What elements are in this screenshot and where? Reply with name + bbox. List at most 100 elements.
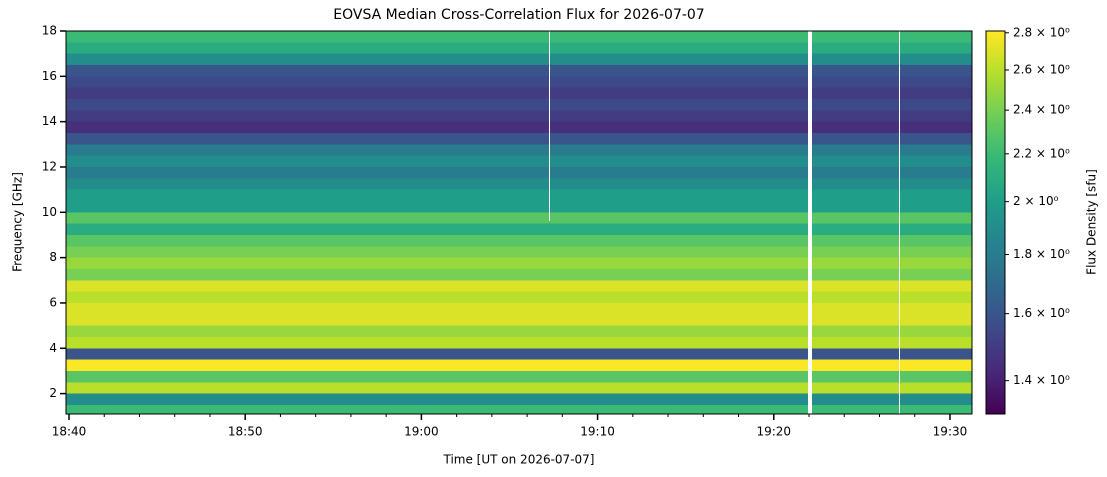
colorbar-segment — [986, 113, 1005, 118]
colorbar-segment — [986, 177, 1005, 182]
colorbar-segment — [986, 267, 1005, 271]
colorbar-segment — [986, 129, 1005, 134]
colorbar-segment — [986, 91, 1005, 96]
x-tick-label: 19:00 — [404, 425, 439, 439]
colorbar-segment — [986, 101, 1005, 105]
heatmap-cell — [66, 393, 972, 405]
colorbar-segment — [986, 369, 1005, 374]
colorbar-segment — [986, 225, 1005, 230]
colorbar-segment — [986, 251, 1005, 255]
colorbar-segment — [986, 34, 1005, 38]
colorbar-segment — [986, 107, 1005, 112]
heatmap-cell — [66, 98, 972, 111]
heatmap-cell — [66, 246, 972, 258]
colorbar-tick-label: 2.6 × 10⁰ — [1013, 62, 1070, 76]
colorbar-segment — [986, 46, 1005, 51]
colorbar-segment — [986, 244, 1005, 249]
colorbar-segment — [986, 209, 1005, 214]
colorbar-segment — [986, 181, 1005, 185]
colorbar-segment — [986, 289, 1005, 294]
colorbar-segment — [986, 66, 1005, 70]
colorbar-segment — [986, 184, 1005, 188]
colorbar-segment — [986, 174, 1005, 179]
colorbar-segment — [986, 388, 1005, 393]
heatmap-cell — [66, 336, 972, 349]
colorbar-tick-label: 2.8 × 10⁰ — [1013, 25, 1070, 39]
colorbar-segment — [986, 254, 1005, 259]
colorbar-tick-label: 1.4 × 10⁰ — [1013, 373, 1070, 387]
colorbar-segment — [986, 295, 1005, 300]
x-axis-label: Time [UT on 2026-07-07] — [443, 453, 595, 467]
colorbar-segment — [986, 69, 1005, 73]
heatmap-cell — [66, 280, 972, 292]
colorbar-segment — [986, 212, 1005, 217]
colorbar-segment — [986, 168, 1005, 172]
colorbar-segment — [986, 378, 1005, 383]
colorbar-segment — [986, 62, 1005, 67]
colorbar-segment — [986, 315, 1005, 319]
data-gap — [899, 31, 900, 414]
colorbar-segment — [986, 394, 1005, 399]
colorbar-segment — [986, 359, 1005, 364]
colorbar-segment — [986, 260, 1005, 265]
y-tick-label: 6 — [49, 295, 57, 309]
colorbar-segment — [986, 263, 1005, 268]
colorbar-tick-label: 2.4 × 10⁰ — [1013, 103, 1070, 117]
heatmap-cell — [66, 110, 972, 122]
colorbar-segment — [986, 257, 1005, 262]
heatmap-cell — [66, 144, 972, 156]
heatmap-cell — [66, 223, 972, 235]
colorbar-segment — [986, 299, 1005, 303]
colorbar-segment — [986, 37, 1005, 42]
heatmap-cell — [66, 166, 972, 179]
heatmap-cell — [66, 200, 972, 213]
colorbar-segment — [986, 136, 1005, 141]
colorbar-segment — [986, 385, 1005, 389]
heatmap-cell — [66, 325, 972, 337]
colorbar-segment — [986, 362, 1005, 367]
heatmap-cell — [66, 382, 972, 394]
heatmap-cell — [66, 212, 972, 224]
colorbar-segment — [986, 78, 1005, 83]
colorbar-segment — [986, 139, 1005, 144]
colorbar-segment — [986, 187, 1005, 192]
data-gap — [808, 31, 812, 414]
colorbar-segment — [986, 232, 1005, 236]
data-gap — [549, 31, 550, 221]
colorbar-segment — [986, 350, 1005, 354]
colorbar-segment — [986, 203, 1005, 208]
colorbar-segment — [986, 283, 1005, 287]
colorbar-segment — [986, 126, 1005, 131]
colorbar-segment — [986, 292, 1005, 297]
colorbar-segment — [986, 302, 1005, 306]
colorbar-label: Flux Density [sfu] — [1085, 169, 1099, 275]
colorbar-segment — [986, 171, 1005, 176]
heatmap-cell — [66, 189, 972, 201]
colorbar-segment — [986, 343, 1005, 348]
chart-title: EOVSA Median Cross-Correlation Flux for … — [333, 7, 704, 23]
colorbar-frame — [985, 30, 1006, 415]
colorbar-segment — [986, 321, 1005, 326]
colorbar-segment — [986, 346, 1005, 351]
colorbar-segment — [986, 56, 1005, 61]
colorbar-segment — [986, 308, 1005, 313]
colorbar-segment — [986, 270, 1005, 275]
colorbar-segment — [986, 85, 1005, 89]
colorbar-segment — [986, 375, 1005, 380]
colorbar-segment — [986, 398, 1005, 402]
colorbar-segment — [986, 145, 1005, 150]
y-tick-label: 12 — [42, 159, 57, 173]
colorbar-segment — [986, 353, 1005, 358]
heatmap-cell — [66, 132, 972, 145]
y-tick-label: 2 — [49, 386, 57, 400]
colorbar-segment — [986, 216, 1005, 220]
colorbar-segment — [986, 206, 1005, 211]
y-tick-label: 18 — [42, 24, 57, 38]
colorbar-segment — [986, 142, 1005, 147]
colorbar-segment — [986, 123, 1005, 128]
colorbar-segment — [986, 279, 1005, 284]
colorbar-segment — [986, 50, 1005, 54]
colorbar-segment — [986, 286, 1005, 291]
colorbar-segment — [986, 324, 1005, 329]
colorbar-segment — [986, 241, 1005, 246]
